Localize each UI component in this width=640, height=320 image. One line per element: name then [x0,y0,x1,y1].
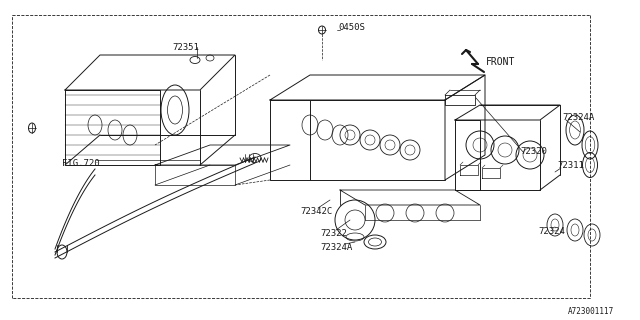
Text: 72324A: 72324A [320,243,352,252]
Text: 72324A: 72324A [562,114,595,123]
Text: FIG.720: FIG.720 [62,159,100,169]
Text: 72351: 72351 [172,43,199,52]
Text: 72311: 72311 [557,162,584,171]
Text: A723001117: A723001117 [568,308,614,316]
Text: 72320: 72320 [520,147,547,156]
Text: FRONT: FRONT [486,57,515,67]
Text: 0450S: 0450S [338,23,365,33]
Text: 72342C: 72342C [300,206,332,215]
Text: 72324: 72324 [538,228,565,236]
Text: 72322: 72322 [320,228,347,237]
